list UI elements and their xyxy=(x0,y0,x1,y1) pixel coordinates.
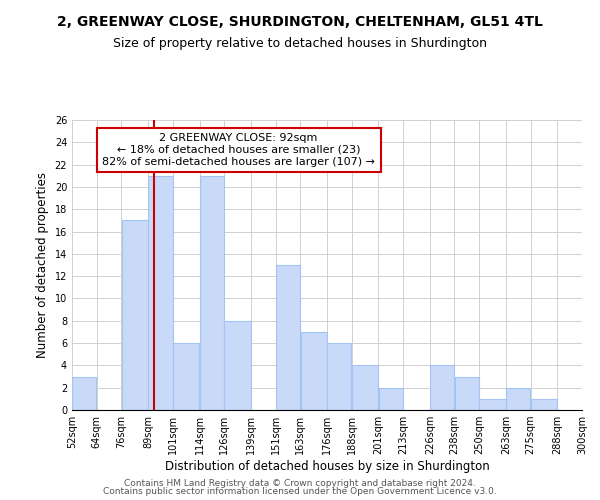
Bar xyxy=(327,343,352,410)
Bar xyxy=(479,399,506,410)
Text: 2 GREENWAY CLOSE: 92sqm
← 18% of detached houses are smaller (23)
82% of semi-de: 2 GREENWAY CLOSE: 92sqm ← 18% of detache… xyxy=(102,134,375,166)
Text: Contains HM Land Registry data © Crown copyright and database right 2024.: Contains HM Land Registry data © Crown c… xyxy=(124,478,476,488)
Bar xyxy=(224,321,251,410)
Bar xyxy=(379,388,403,410)
Bar xyxy=(531,399,557,410)
Text: 2, GREENWAY CLOSE, SHURDINGTON, CHELTENHAM, GL51 4TL: 2, GREENWAY CLOSE, SHURDINGTON, CHELTENH… xyxy=(57,15,543,29)
Bar xyxy=(72,376,97,410)
Bar xyxy=(352,366,378,410)
Bar xyxy=(301,332,327,410)
Text: Contains public sector information licensed under the Open Government Licence v3: Contains public sector information licen… xyxy=(103,487,497,496)
Text: Size of property relative to detached houses in Shurdington: Size of property relative to detached ho… xyxy=(113,38,487,51)
Bar xyxy=(276,265,300,410)
Bar xyxy=(173,343,199,410)
Y-axis label: Number of detached properties: Number of detached properties xyxy=(36,172,49,358)
Bar xyxy=(455,376,479,410)
Bar xyxy=(148,176,173,410)
Bar xyxy=(200,176,224,410)
Bar xyxy=(430,366,454,410)
Bar xyxy=(122,220,148,410)
Bar xyxy=(506,388,530,410)
X-axis label: Distribution of detached houses by size in Shurdington: Distribution of detached houses by size … xyxy=(164,460,490,473)
